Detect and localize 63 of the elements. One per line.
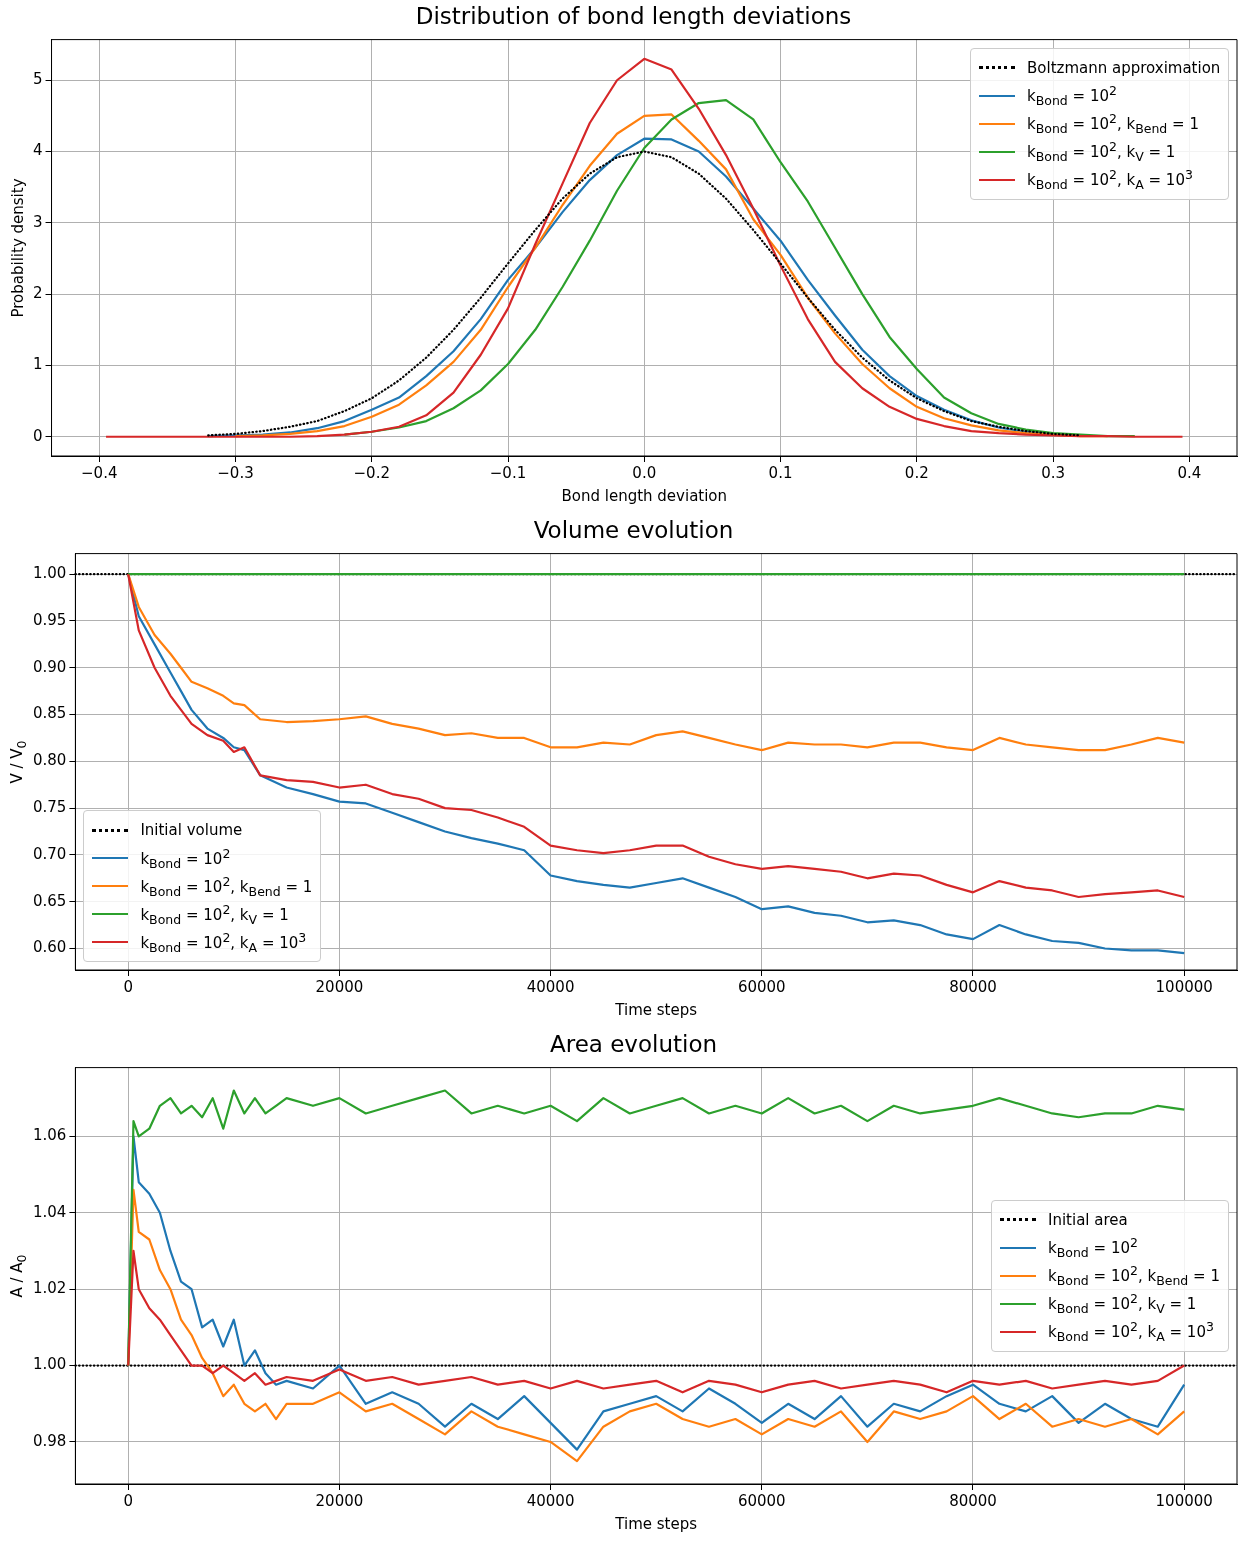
y-tick-label: 0.98	[32, 1431, 67, 1450]
legend-label: k$_{Bond}$ = 10$^{2}$, k$_{A}$ = 10$^{3}$	[140, 929, 307, 955]
legend-label: k$_{Bond}$ = 10$^{2}$, k$_{V}$ = 1	[1048, 1291, 1197, 1317]
x-axis-title: Time steps	[614, 1514, 698, 1533]
y-tick-label: 0.85	[32, 704, 67, 723]
x-tick-label: 100000	[1155, 977, 1213, 996]
legend-label: k$_{Bond}$ = 10$^{2}$	[1048, 1235, 1138, 1261]
y-tick-label: 4	[33, 141, 43, 160]
legend-label: k$_{Bond}$ = 10$^{2}$, k$_{Bend}$ = 1	[140, 873, 313, 899]
x-tick-label: 0	[123, 1491, 133, 1510]
x-tick-label: 100000	[1155, 1491, 1213, 1510]
x-tick-label: −0.1	[489, 463, 527, 482]
y-tick-label: 0	[33, 426, 43, 445]
y-axis-title: Probability density	[9, 178, 27, 318]
legend-label: Boltzmann approximation	[1027, 58, 1221, 77]
x-tick-label: 40000	[526, 977, 575, 996]
y-tick-label: 3	[33, 212, 43, 231]
x-tick-label: 0.3	[1041, 463, 1065, 482]
x-tick-label: 0.0	[632, 463, 657, 482]
x-axis-title: Time steps	[614, 1000, 698, 1019]
legend-label: k$_{Bond}$ = 10$^{2}$, k$_{Bend}$ = 1	[1048, 1263, 1220, 1289]
y-tick-label: 1.02	[32, 1279, 67, 1298]
y-tick-label: 0.95	[32, 610, 67, 629]
legend-label: Initial area	[1048, 1210, 1128, 1229]
legend-label: k$_{Bond}$ = 10$^{2}$	[1027, 83, 1117, 109]
x-tick-label: 60000	[737, 1491, 786, 1510]
x-tick-label: 0	[123, 977, 133, 996]
x-tick-label: 60000	[737, 977, 786, 996]
x-tick-label: 80000	[949, 1491, 997, 1510]
x-tick-label: −0.4	[81, 463, 118, 482]
x-axis-title: Bond length deviation	[561, 486, 728, 505]
y-tick-label: 1.00	[32, 1355, 67, 1374]
y-tick-label: 1.06	[32, 1126, 67, 1145]
y-tick-label: 2	[33, 284, 43, 303]
y-tick-label: 0.75	[32, 798, 67, 817]
legend-label: k$_{Bond}$ = 10$^{2}$, k$_{Bend}$ = 1	[1027, 111, 1199, 137]
chart-title: Area evolution	[549, 1030, 718, 1057]
x-tick-label: 0.4	[1177, 463, 1202, 482]
legend-label: k$_{Bond}$ = 10$^{2}$	[140, 845, 231, 871]
x-tick-label: 20000	[315, 1491, 364, 1510]
y-tick-label: 0.80	[32, 751, 67, 770]
y-tick-label: 0.90	[32, 657, 67, 676]
x-tick-label: −0.3	[217, 463, 254, 482]
y-tick-label: 5	[33, 70, 43, 89]
legend-label: k$_{Bond}$ = 10$^{2}$, k$_{V}$ = 1	[140, 901, 289, 927]
y-tick-label: 1.00	[32, 564, 67, 583]
y-tick-label: 0.70	[32, 844, 67, 863]
x-tick-label: −0.2	[353, 463, 390, 482]
x-tick-label: 40000	[526, 1491, 575, 1510]
x-tick-label: 20000	[315, 977, 364, 996]
x-tick-label: 0.2	[904, 463, 929, 482]
legend-label: k$_{Bond}$ = 10$^{2}$, k$_{V}$ = 1	[1027, 139, 1176, 165]
y-tick-label: 1.04	[32, 1202, 67, 1221]
legend-label: Initial volume	[140, 821, 243, 839]
y-tick-label: 0.60	[32, 938, 67, 957]
chart-title: Distribution of bond length deviations	[415, 2, 852, 29]
legend-label: k$_{Bond}$ = 10$^{2}$, k$_{A}$ = 10$^{3}$	[1048, 1319, 1214, 1345]
x-tick-label: 80000	[949, 977, 997, 996]
chart-title: Volume evolution	[533, 516, 734, 543]
legend-label: k$_{Bond}$ = 10$^{2}$, k$_{A}$ = 10$^{3}$	[1027, 167, 1193, 193]
x-tick-label: 0.1	[768, 463, 793, 482]
y-tick-label: 1	[33, 355, 43, 374]
y-tick-label: 0.65	[32, 891, 67, 910]
